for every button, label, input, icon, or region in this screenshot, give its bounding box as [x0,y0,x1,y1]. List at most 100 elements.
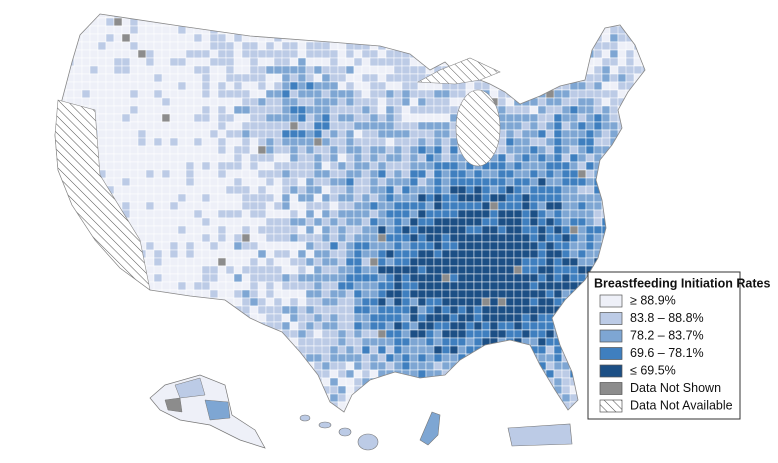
county [561,145,571,155]
county [641,241,645,251]
county [129,33,139,43]
county [545,233,555,243]
county [65,369,75,379]
county [161,201,171,211]
county [177,313,195,323]
county [329,321,339,331]
county [585,113,595,123]
county [617,233,627,243]
county [393,185,403,195]
county [433,225,443,235]
county [553,57,563,67]
county [55,241,67,251]
county [337,65,347,75]
county [249,385,259,395]
county [161,105,171,115]
county [121,385,139,395]
county [105,177,115,187]
county [425,393,443,403]
county [593,25,603,35]
county [641,177,645,187]
county [625,97,643,107]
county [169,265,179,275]
county [433,265,443,275]
county [313,241,323,251]
county [369,137,379,147]
county [225,337,235,347]
county [409,313,419,323]
county [441,97,451,107]
county [393,81,403,91]
county [257,241,267,251]
county [313,337,323,347]
county [513,105,523,115]
county [177,345,187,355]
county [505,209,515,219]
county [433,17,451,27]
county [209,313,227,323]
county [129,169,139,179]
county [393,377,411,387]
county [505,393,515,403]
county [55,249,67,259]
county [193,113,203,123]
county [329,65,339,75]
county [89,409,99,412]
county [513,17,523,27]
county [137,185,147,195]
county [353,25,363,35]
county [81,297,99,307]
county [153,361,163,371]
county [241,113,251,123]
county [81,361,99,371]
county [513,57,523,67]
county [553,377,563,387]
county [553,361,563,371]
county [273,97,283,107]
county [489,241,499,251]
county [409,113,419,123]
county [433,289,443,299]
county [377,169,387,179]
county [201,321,211,331]
county [433,377,443,387]
county [513,89,523,99]
county [545,401,555,411]
county [521,265,531,275]
county [193,169,203,179]
county [137,361,147,371]
county [425,17,435,27]
county [97,361,107,371]
county [241,361,259,371]
county [249,369,259,379]
county [169,225,179,235]
county [465,377,475,387]
county [313,385,323,395]
county [385,33,395,43]
county [305,233,315,243]
county [633,225,645,235]
county [225,185,235,195]
county [577,201,587,211]
county [313,265,323,275]
county [177,105,187,115]
county [241,129,251,139]
county [177,33,187,43]
county [537,313,547,323]
county [385,281,395,291]
county [145,121,155,131]
county [617,185,635,195]
county [89,73,99,83]
county [529,201,539,211]
county [417,185,427,195]
county [353,345,363,355]
county [585,209,595,219]
county [297,265,307,275]
county [129,49,139,59]
county [521,233,531,243]
county [305,401,323,411]
county [513,217,523,227]
county [129,41,139,51]
county [521,25,531,35]
county [321,65,331,75]
